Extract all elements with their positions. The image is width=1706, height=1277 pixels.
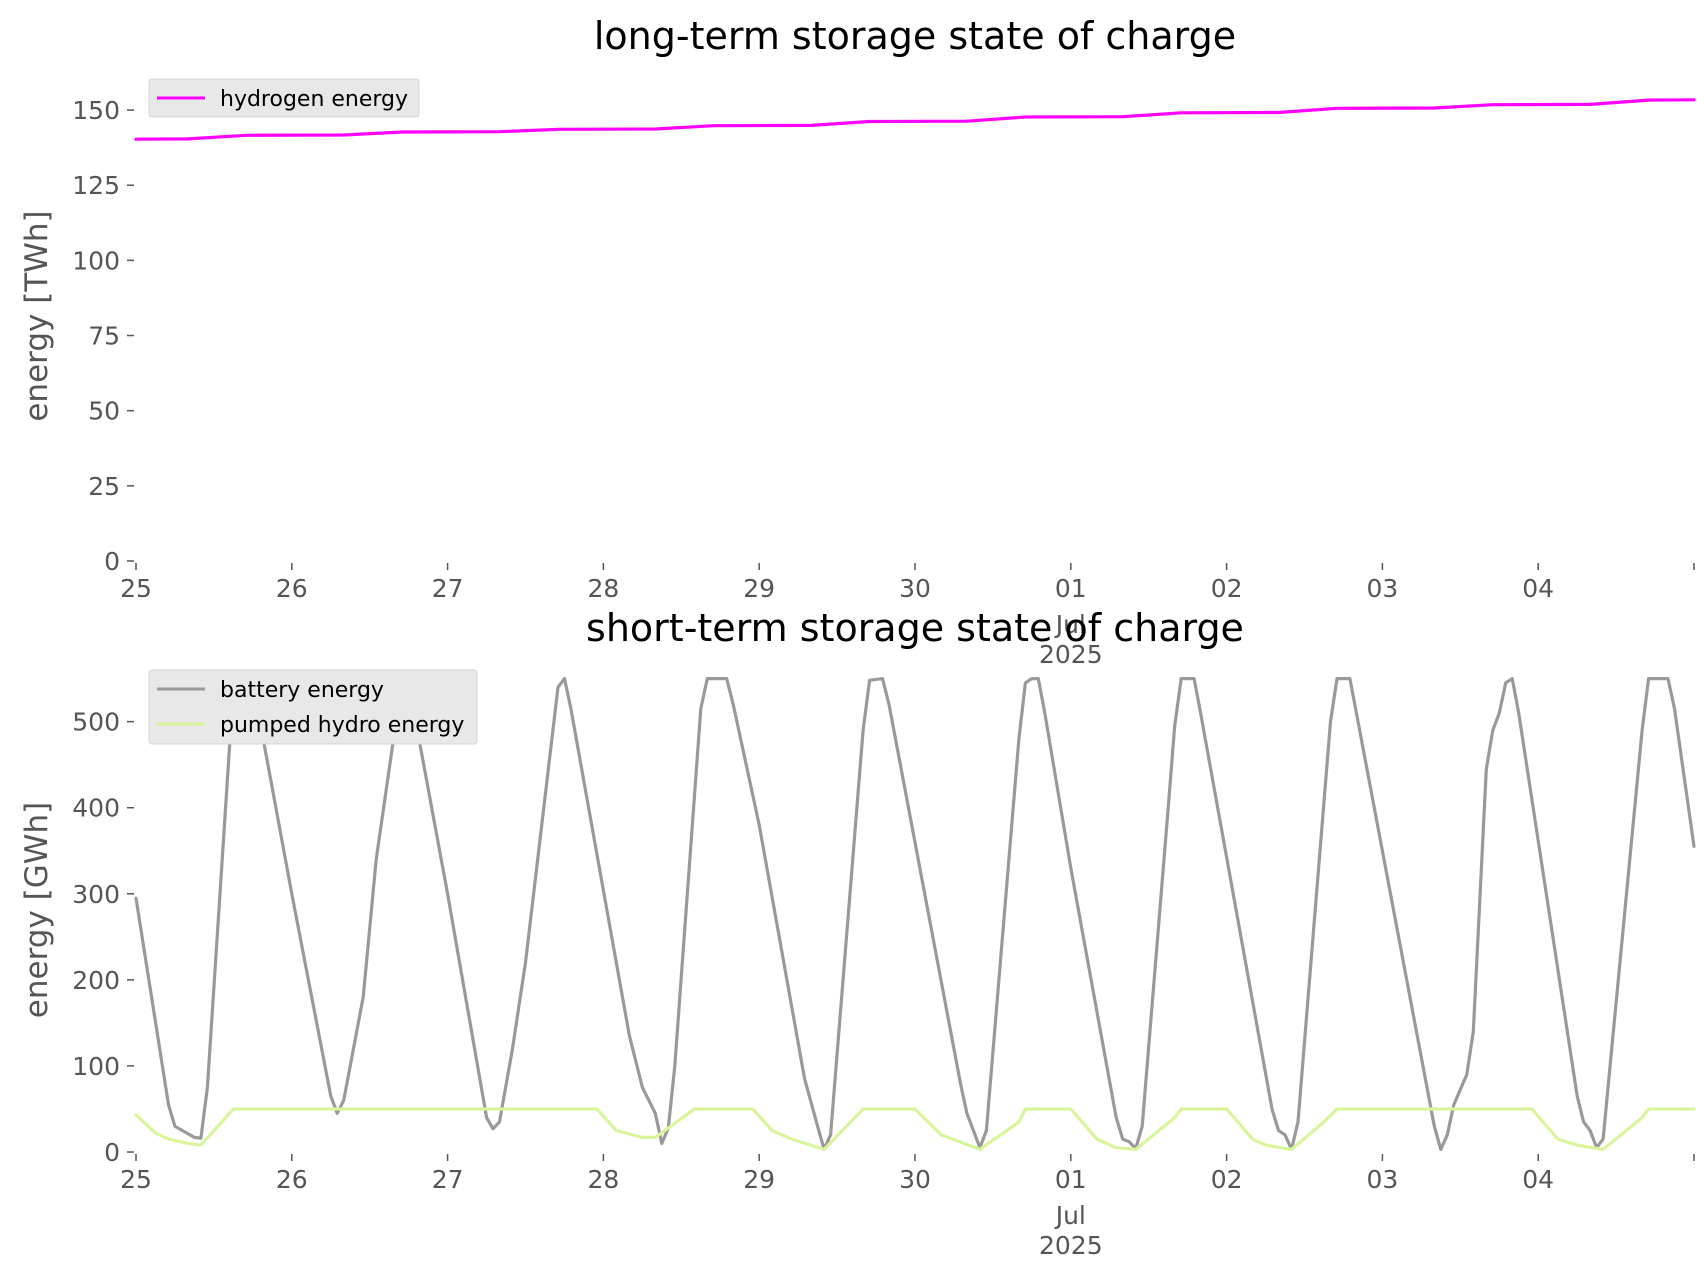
y-tick-label: 400 xyxy=(72,794,120,823)
x-tick-label: 25 xyxy=(120,1165,152,1194)
x-tick-label: 04 xyxy=(1522,1165,1554,1194)
x-tick-label: 03 xyxy=(1366,574,1398,603)
x-tick-label: 30 xyxy=(899,1165,931,1194)
x-tick-label: 25 xyxy=(120,574,152,603)
x-tick-label: 01 xyxy=(1055,574,1087,603)
y-tick-label: 25 xyxy=(88,472,120,501)
x-tick-year-label: 2025 xyxy=(1039,1231,1103,1260)
y-tick-label: 0 xyxy=(104,547,120,576)
x-tick-label: 29 xyxy=(743,1165,775,1194)
x-tick-year-label: 2025 xyxy=(1039,640,1103,669)
short-term-y-ticks: 0 100 200 300 400 500 xyxy=(72,708,134,1167)
long-term-legend-box xyxy=(148,78,420,118)
x-tick-label: 28 xyxy=(587,574,619,603)
long-term-series-lines xyxy=(134,98,1696,141)
legend-label-hydrogen: hydrogen energy xyxy=(220,87,408,112)
y-tick-label: 100 xyxy=(72,1052,120,1081)
long-term-chart-title: long-term storage state of charge xyxy=(594,14,1236,58)
short-term-legend-box xyxy=(148,669,478,745)
x-tick-label: 26 xyxy=(276,574,308,603)
y-tick-label: 500 xyxy=(72,708,120,737)
short-term-chart-title: short-term storage state of charge xyxy=(586,606,1244,650)
series-line-battery-energy xyxy=(134,677,1696,1151)
x-tick-label: 01 xyxy=(1055,1165,1087,1194)
x-tick-label: 26 xyxy=(276,1165,308,1194)
x-tick-label: 28 xyxy=(587,1165,619,1194)
x-tick-label: 27 xyxy=(432,574,464,603)
short-term-legend: battery energy pumped hydro energy xyxy=(148,669,478,745)
short-term-y-axis-label: energy [GWh] xyxy=(19,802,55,1018)
long-term-y-axis-label: energy [TWh] xyxy=(19,210,55,421)
x-tick-month-label: Jul xyxy=(1054,610,1086,639)
long-term-y-ticks: 0 25 50 75 100 125 150 xyxy=(72,96,134,576)
x-tick-month-label: Jul xyxy=(1054,1201,1086,1230)
y-tick-label: 125 xyxy=(72,171,120,200)
series-line-pumped-hydro-energy xyxy=(134,1107,1696,1151)
x-tick-label: 27 xyxy=(432,1165,464,1194)
y-tick-label: 0 xyxy=(104,1138,120,1167)
y-tick-label: 150 xyxy=(72,96,120,125)
y-tick-label: 100 xyxy=(72,246,120,275)
legend-label-pumped-hydro: pumped hydro energy xyxy=(220,713,464,738)
x-tick-label: 30 xyxy=(899,574,931,603)
series-line-hydrogen-energy xyxy=(134,98,1696,141)
short-term-chart: short-term storage state of charge energ… xyxy=(19,606,1696,1260)
x-tick-label: 04 xyxy=(1522,574,1554,603)
x-tick-label: 02 xyxy=(1211,574,1243,603)
long-term-legend: hydrogen energy xyxy=(148,78,420,118)
legend-label-battery: battery energy xyxy=(220,678,384,703)
y-tick-label: 50 xyxy=(88,397,120,426)
long-term-chart: long-term storage state of charge energy… xyxy=(19,14,1696,669)
y-tick-label: 75 xyxy=(88,322,120,351)
y-tick-label: 200 xyxy=(72,966,120,995)
short-term-series-lines xyxy=(134,677,1696,1151)
x-tick-label: 03 xyxy=(1366,1165,1398,1194)
y-tick-label: 300 xyxy=(72,880,120,909)
x-tick-label: 29 xyxy=(743,574,775,603)
x-tick-label: 02 xyxy=(1211,1165,1243,1194)
